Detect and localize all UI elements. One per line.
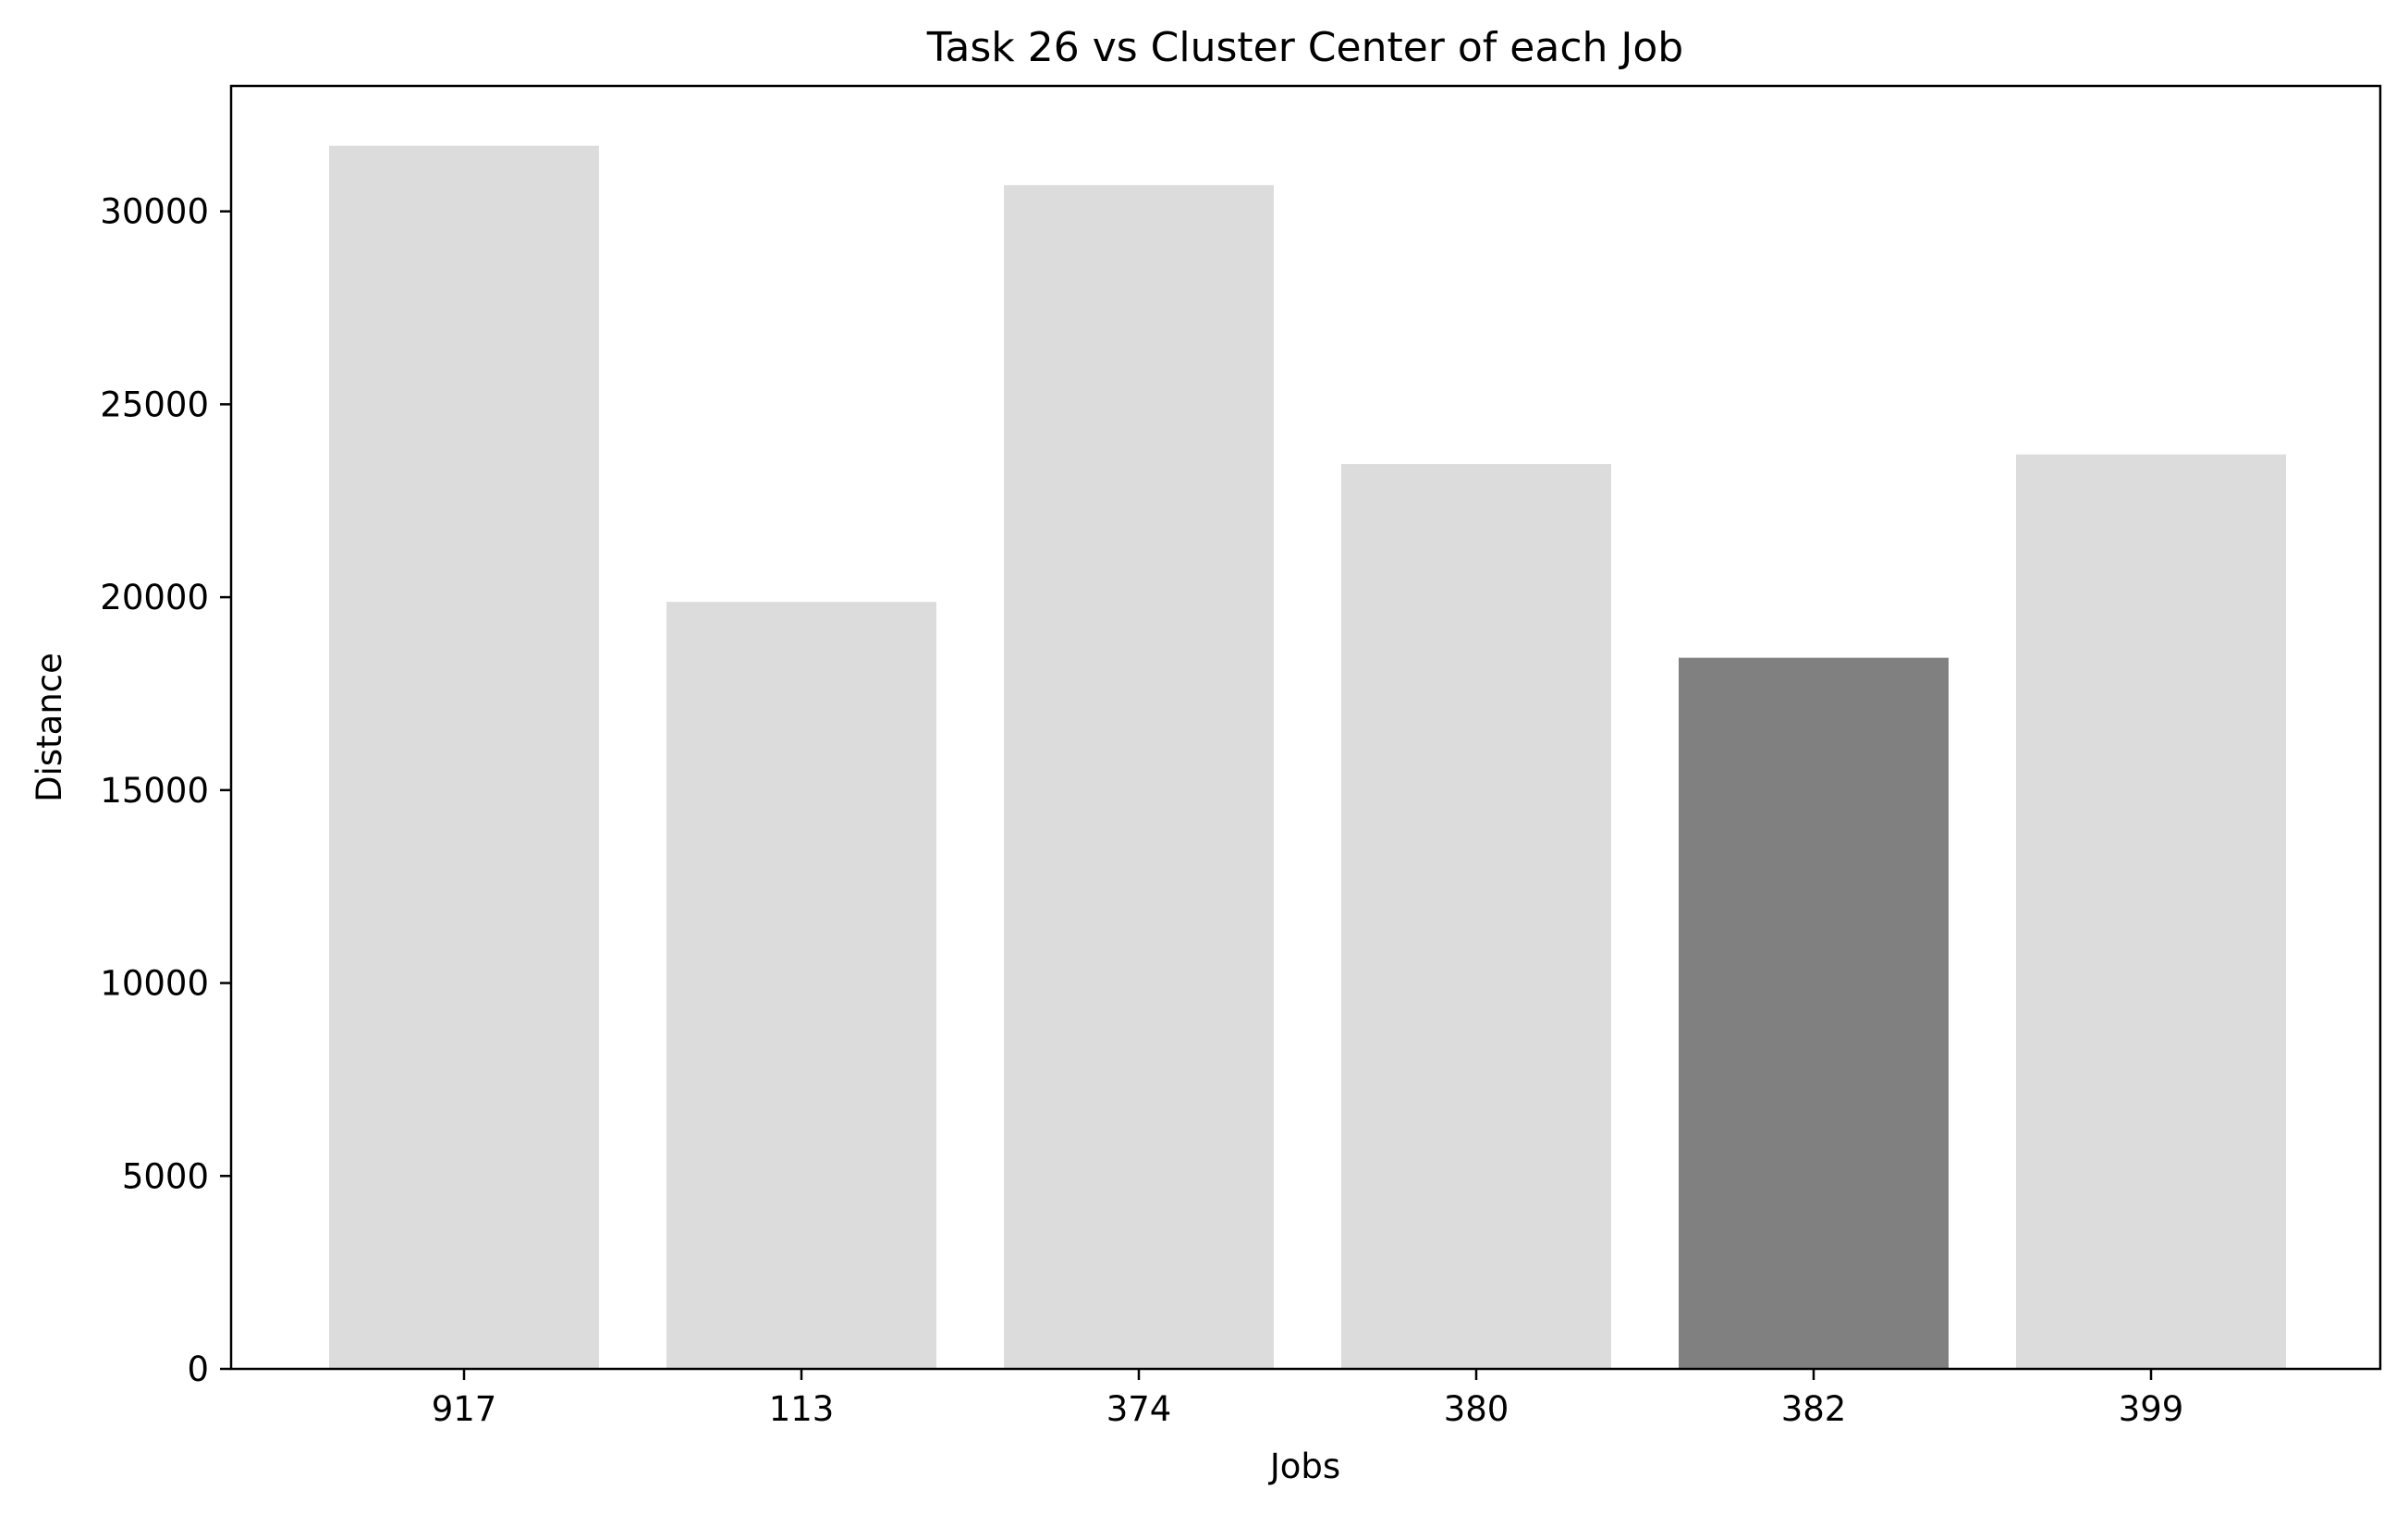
bar-382 — [1679, 657, 1949, 1369]
y-tick-label: 25000 — [100, 385, 209, 424]
x-tick-label: 380 — [1444, 1389, 1510, 1429]
x-axis: 917 113 374 380 382 399 — [432, 1369, 2184, 1429]
x-tick-label: 374 — [1106, 1389, 1172, 1429]
y-tick-label: 20000 — [100, 578, 209, 617]
x-tick-label: 399 — [2119, 1389, 2184, 1429]
bar-113 — [666, 602, 936, 1369]
y-tick-label: 0 — [187, 1349, 209, 1389]
bars-group — [329, 145, 2286, 1370]
bar-374 — [1004, 185, 1274, 1370]
y-axis-label: Distance — [30, 653, 69, 802]
x-tick-label: 113 — [769, 1389, 835, 1429]
x-axis-label: Jobs — [1268, 1447, 1340, 1486]
plot-frame — [229, 84, 2382, 1371]
x-tick-label: 917 — [432, 1389, 497, 1429]
y-tick-label: 10000 — [100, 964, 209, 1004]
y-tick-label: 5000 — [122, 1156, 209, 1196]
x-tick-label: 382 — [1781, 1389, 1847, 1429]
chart-title: Task 26 vs Cluster Center of each Job — [926, 24, 1683, 71]
y-tick-label: 15000 — [100, 771, 209, 811]
y-tick-label: 30000 — [100, 192, 209, 232]
bar-917 — [329, 145, 599, 1370]
bar-399 — [2016, 454, 2286, 1369]
bar-380 — [1341, 464, 1611, 1369]
y-axis: 0 5000 10000 15000 20000 25000 30000 — [100, 192, 231, 1389]
